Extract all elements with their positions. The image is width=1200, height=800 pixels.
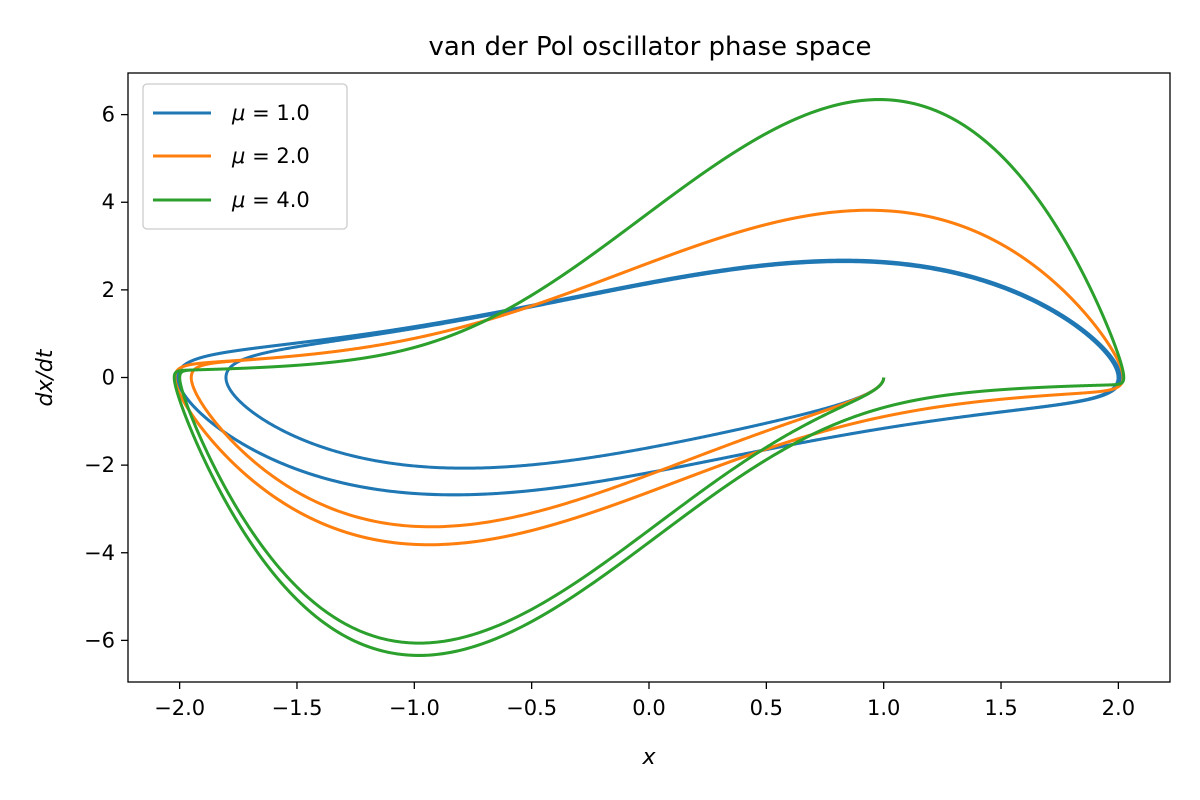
y-axis-label: dx/dt [33,348,58,406]
legend-entry: μ = 4.0 [153,188,310,212]
legend-entry: μ = 1.0 [153,101,310,125]
legend-label: μ = 1.0 [231,101,310,125]
y-tick-label: −4 [84,541,115,565]
x-tick-label: 1.0 [867,696,900,720]
series-line [173,208,1125,547]
x-ticks: −2.0 −1.5 −1.0 −0.5 0.0 0.5 1.0 1.5 2.0 [154,682,1135,720]
legend-entry: μ = 2.0 [153,144,310,168]
y-tick-label: 2 [102,278,115,302]
y-ticks: −6 −4 −2 0 2 4 6 [84,103,128,652]
x-tick-label: 0.5 [750,696,783,720]
x-tick-label: −0.5 [506,696,557,720]
y-tick-label: −6 [84,628,115,652]
x-tick-label: 0.0 [632,696,665,720]
plot-area: −2.0 −1.5 −1.0 −0.5 0.0 0.5 1.0 1.5 2.0 −6 −4 −2 0 2… [84,72,1171,720]
x-tick-label: −1.0 [389,696,440,720]
chart-title: van der Pol oscillator phase space [428,32,871,62]
legend-label: μ = 2.0 [231,144,310,168]
series-line [176,258,1122,497]
x-tick-label: 2.0 [1102,696,1135,720]
x-axis-label: x [641,745,656,770]
series-layer [172,98,1126,657]
legend-label: μ = 4.0 [231,188,310,212]
x-tick-label: 1.5 [984,696,1017,720]
y-tick-label: 4 [102,190,115,214]
y-tick-label: 0 [102,366,115,390]
series-line [172,98,1126,657]
legend-box [142,83,348,230]
y-tick-label: −2 [84,453,115,477]
x-tick-label: −2.0 [154,696,205,720]
x-tick-label: −1.5 [271,696,322,720]
y-tick-label: 6 [102,103,115,127]
legend: μ = 1.0 μ = 2.0 μ = 4.0 [142,83,348,230]
